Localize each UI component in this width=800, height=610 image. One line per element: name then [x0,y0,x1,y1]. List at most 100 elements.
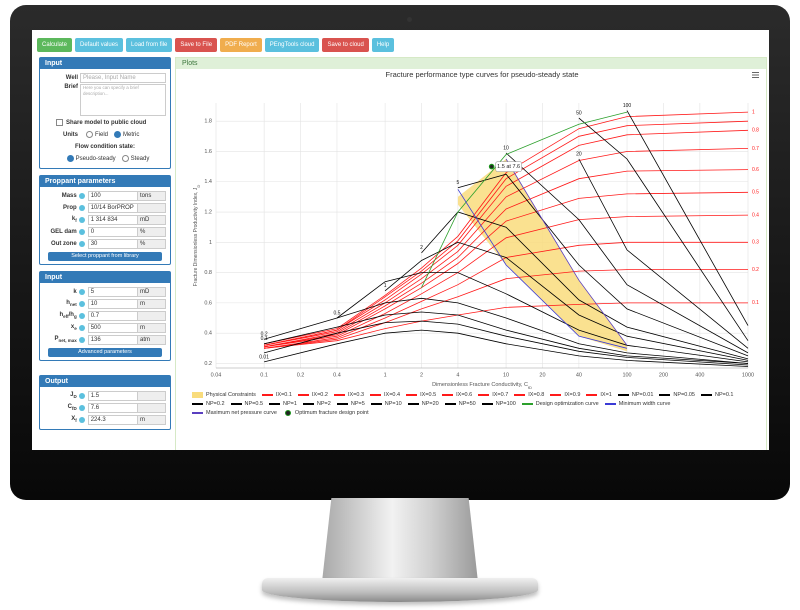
panel-button[interactable]: Select proppant from library [48,252,162,261]
field-unit: tons [137,190,166,201]
field-input[interactable]: 0 [87,226,138,237]
legend-item[interactable]: NP=100 [481,401,516,407]
legend-swatch [192,403,203,405]
radio-label: Steady [130,155,150,162]
legend-item[interactable]: Minimum width curve [604,401,670,407]
screen: Calculate Default values Load from file Sav… [32,30,769,450]
legend-item[interactable]: NP=0.05 [659,392,695,398]
radio[interactable] [121,155,129,162]
field-input[interactable]: 7.6 [87,402,138,413]
help-icon[interactable] [78,192,85,199]
toolbar-button[interactable]: Default values [75,38,124,52]
field-input[interactable]: 30 [87,238,138,249]
help-icon[interactable] [78,392,85,399]
help-icon[interactable] [78,416,85,423]
label-part: Mass [61,192,77,199]
legend-swatch [406,394,418,396]
help-icon[interactable] [78,336,85,343]
toolbar-button[interactable]: PDF Report [220,38,262,52]
panel-button[interactable]: Advanced parameters [48,348,162,357]
curve-label: 50 [576,110,582,116]
legend-item[interactable]: Optimum fracture design point [283,410,369,416]
legend-item[interactable]: IX=0.7 [478,392,508,398]
legend-label: IX=1 [600,392,612,398]
toolbar-button[interactable]: Calculate [37,38,73,52]
menu-icon[interactable] [752,72,759,73]
field-input[interactable]: Please, Input Name [80,72,166,83]
legend-item[interactable]: IX=0.1 [261,392,292,398]
label-part: g [73,314,77,320]
legend-item[interactable]: NP=5 [336,401,365,407]
curve [264,169,749,348]
legend-label: IX=0.6 [456,392,473,398]
field-input[interactable]: 10 [87,298,138,309]
legend-item[interactable]: IX=0.2 [297,392,328,398]
legend-item[interactable]: NP=0.2 [192,401,225,407]
toolbar-button[interactable]: Save to cloud [322,38,369,52]
legend-item[interactable]: IX=0.4 [370,392,400,398]
checkbox[interactable] [56,119,63,126]
legend-label: NP=5 [350,401,365,407]
field-label: hnet [44,300,76,307]
help-icon[interactable] [78,324,85,331]
menu-icon[interactable] [752,74,759,76]
legend-swatch [192,392,203,398]
field-input[interactable]: 100 [87,190,138,201]
toolbar-button[interactable]: Save to File [175,38,218,52]
help-icon[interactable] [78,204,85,211]
label-part: D [73,394,77,400]
curve-label: 0.3 [752,240,759,246]
toolbar-button[interactable]: PEngTools cloud [264,38,320,52]
legend-item[interactable]: IX=0.6 [442,392,472,398]
title-part: Dimensionless Fracture Conductivity, C [432,382,528,388]
field-label: Out zone [44,241,77,247]
help-icon[interactable] [78,300,85,307]
legend-item[interactable]: NP=0.01 [617,392,653,398]
legend-item[interactable]: IX=0.8 [514,392,544,398]
field-input[interactable]: 224.3 [87,414,138,425]
y-tick-label: 1 [209,240,212,246]
x-tick-label: 20 [539,372,545,378]
field-input[interactable]: 10/14 BorPROP [87,202,138,213]
legend-item[interactable]: NP=0.5 [230,401,263,407]
field-input[interactable]: 1 314 834 [87,214,138,225]
legend-item[interactable]: Maximum net pressure curve [192,410,277,416]
legend-item[interactable]: Design optimization curve [521,401,599,407]
legend-item[interactable]: IX=0.9 [550,392,580,398]
legend-item[interactable]: IX=0.5 [406,392,436,398]
label-part: J [70,391,74,398]
legend-item[interactable]: NP=1 [269,401,297,407]
field-unit: atm [137,334,166,345]
legend-swatch [700,394,712,396]
legend-item[interactable]: NP=10 [370,401,402,407]
legend-label: NP=0.1 [714,392,734,398]
radio[interactable] [86,131,93,138]
y-tick-label: 1.4 [204,179,212,185]
legend-item[interactable]: Physical Constraints [192,392,256,398]
legend-item[interactable]: NP=0.1 [700,392,734,398]
legend-item[interactable]: IX=1 [586,392,612,398]
field-input[interactable]: 1.5 [87,390,138,401]
help-icon[interactable] [78,216,85,223]
legend-item[interactable]: IX=0.3 [333,392,364,398]
field-input[interactable]: 0.7 [87,310,138,321]
help-icon[interactable] [78,228,85,235]
legend-item[interactable]: NP=2 [302,401,331,407]
radio[interactable] [114,131,122,138]
help-icon[interactable] [78,288,85,295]
radio[interactable] [66,155,74,162]
toolbar-button[interactable]: Load from file [126,38,173,52]
field-input[interactable]: 500 [87,322,138,333]
toolbar-button[interactable]: Help [371,38,395,52]
help-icon[interactable] [78,240,85,247]
field-row: GEL dam 0% [44,226,166,237]
legend-item[interactable]: NP=20 [407,401,439,407]
legend-item[interactable]: NP=50 [444,401,476,407]
field-input[interactable]: 136 [87,334,138,345]
help-icon[interactable] [78,404,85,411]
help-icon[interactable] [78,312,85,319]
menu-icon[interactable] [752,77,759,78]
textarea[interactable]: Here you can specify a brief description… [80,84,166,116]
legend-swatch [269,403,280,405]
field-input[interactable]: 5 [87,286,138,297]
